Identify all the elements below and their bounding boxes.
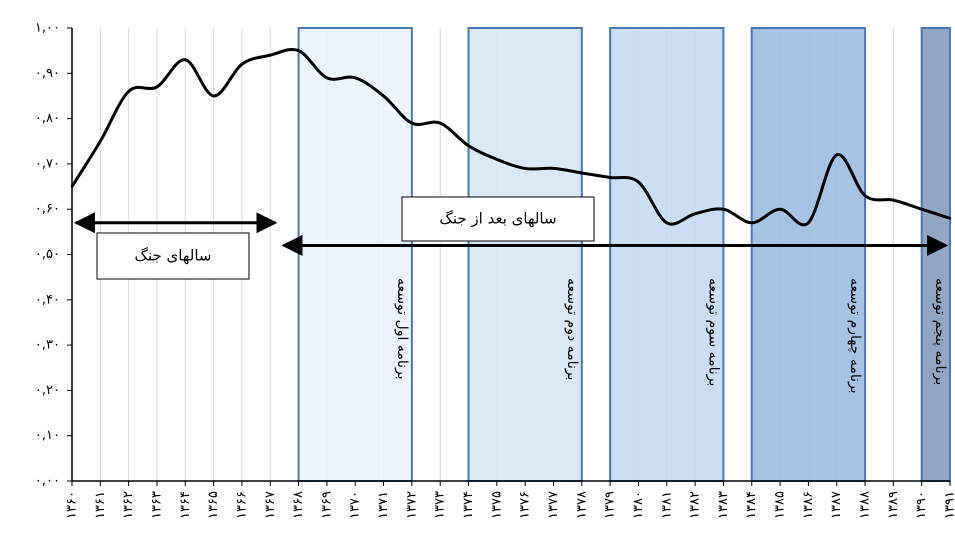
data-point (608, 176, 612, 179)
data-point (297, 49, 300, 52)
y-tick-label: ۰,۷۰ (35, 156, 60, 171)
series (70, 47, 952, 227)
data-point (438, 121, 442, 125)
data-point (269, 53, 272, 57)
data-point (99, 140, 102, 143)
data-point (807, 221, 810, 224)
y-tick-label: ۱,۰۰ (35, 21, 60, 36)
data-point (948, 217, 952, 220)
x-tick-label: ۱۳۷۸ (574, 491, 589, 519)
x-tick-label: ۱۳۸۷ (829, 491, 844, 519)
plan-bands: برنامه اول توسعه برنامه دوم توسعه برنامه س… (297, 27, 952, 482)
data-point (212, 94, 215, 98)
band-label: برنامه سوم توسعه (705, 278, 721, 386)
x-tick-label: ۱۳۸۴ (744, 491, 759, 519)
data-point (325, 76, 329, 80)
x-tick-label: ۱۳۷۴ (461, 491, 476, 519)
data-point (127, 90, 130, 93)
x-tick-label: ۱۳۸۶ (801, 491, 816, 519)
x-tick-label: ۱۳۷۹ (603, 491, 618, 519)
data-point (155, 85, 159, 89)
x-tick-label: ۱۳۶۴ (178, 491, 193, 519)
data-point (467, 144, 470, 147)
y-tick-label: ۰,۹۰ (35, 66, 60, 81)
plan-band (750, 27, 867, 482)
data-point (835, 153, 838, 157)
y-tick-label: ۰,۸۰ (35, 111, 60, 126)
x-tick-label: ۱۳۹۰ (914, 491, 929, 519)
y-tick-label: ۰,۰۰ (35, 474, 60, 489)
x-tick-label: ۱۳۶۵ (206, 491, 221, 519)
x-tick-label: ۱۳۷۶ (518, 491, 533, 519)
x-tick-label: ۱۳۶۰ (65, 491, 80, 519)
x-tick-label: ۱۳۶۲ (121, 491, 136, 519)
label-war-years: سالهای جنگ (135, 247, 212, 265)
data-point (240, 63, 244, 66)
data-point (552, 167, 555, 170)
x-tick-label: ۱۳۸۸ (858, 491, 873, 519)
plan-band (297, 27, 413, 482)
x-tick-label: ۱۳۶۹ (319, 491, 334, 519)
tick-labels: ۰,۰۰ ۰,۱۰ ۰,۲۰ ۰,۳۰ ۰,۴۰ ۰,۵۰ ۰,۶۰ ۰,۷۰ ۰,۸۰ ۰,۹۰… (35, 21, 955, 519)
x-tick-label: ۱۳۷۳ (433, 491, 448, 519)
data-point (863, 194, 867, 197)
x-tick-label: ۱۳۷۵ (489, 491, 504, 519)
x-tick-label: ۱۳۶۱ (93, 491, 108, 519)
y-tick-label: ۰,۱۰ (35, 428, 60, 443)
y-tick-label: ۰,۴۰ (35, 292, 60, 307)
x-tick-label: ۱۳۶۳ (149, 491, 164, 519)
x-tick-label: ۱۳۸۳ (716, 491, 731, 519)
label-box-postwar (401, 196, 595, 242)
data-point (750, 221, 753, 224)
data-point (354, 76, 357, 80)
data-point (523, 167, 527, 170)
data-point (637, 180, 640, 184)
data-point (778, 208, 782, 211)
band-label: برنامه دوم توسعه (564, 278, 580, 380)
x-tick-label: ۱۳۹۱ (943, 491, 955, 519)
data-point (495, 158, 499, 161)
band-label: برنامه چهارم توسعه (847, 278, 863, 394)
data-point (410, 121, 414, 125)
data-point (70, 185, 74, 188)
plan-band (609, 27, 725, 482)
data-point (382, 94, 385, 98)
plan-band (920, 27, 952, 482)
data-point (184, 58, 187, 61)
x-tick-label: ۱۳۸۲ (688, 491, 703, 519)
x-tick-label: ۱۳۶۶ (234, 491, 249, 519)
label-postwar-years: سالهای بعد از جنگ (439, 210, 556, 228)
x-tick-label: ۱۳۸۹ (886, 491, 901, 519)
x-tick-label: ۱۳۷۲ (404, 491, 419, 519)
data-point (920, 208, 923, 211)
y-tick-label: ۰,۶۰ (35, 202, 60, 217)
label-box-war (96, 232, 250, 280)
annotations: سالهای جنگ سالهای بعد از جنگ (73, 196, 949, 280)
y-tick-label: ۰,۲۰ (35, 383, 60, 398)
x-tick-label: ۱۳۸۵ (773, 491, 788, 519)
x-tick-label: ۱۳۷۱ (376, 491, 391, 519)
y-tick-label: ۰,۵۰ (35, 247, 60, 262)
plan-band (467, 27, 583, 482)
data-point (665, 221, 668, 224)
data-point (580, 171, 584, 175)
axes (67, 27, 951, 486)
x-tick-label: ۱۳۷۰ (348, 491, 363, 519)
x-tick-label: ۱۳۸۰ (631, 491, 646, 519)
band-label: برنامه اول توسعه (394, 278, 410, 380)
data-point (693, 212, 697, 215)
data-point (892, 198, 895, 202)
x-tick-label: ۱۳۸۱ (659, 491, 674, 519)
x-tick-label: ۱۳۶۷ (263, 491, 278, 519)
x-tick-label: ۱۳۷۷ (546, 491, 561, 519)
data-point (722, 208, 725, 211)
y-tick-label: ۰,۳۰ (35, 338, 60, 353)
x-tick-label: ۱۳۶۸ (291, 491, 306, 519)
band-label: برنامه پنجم توسعه (932, 278, 948, 385)
